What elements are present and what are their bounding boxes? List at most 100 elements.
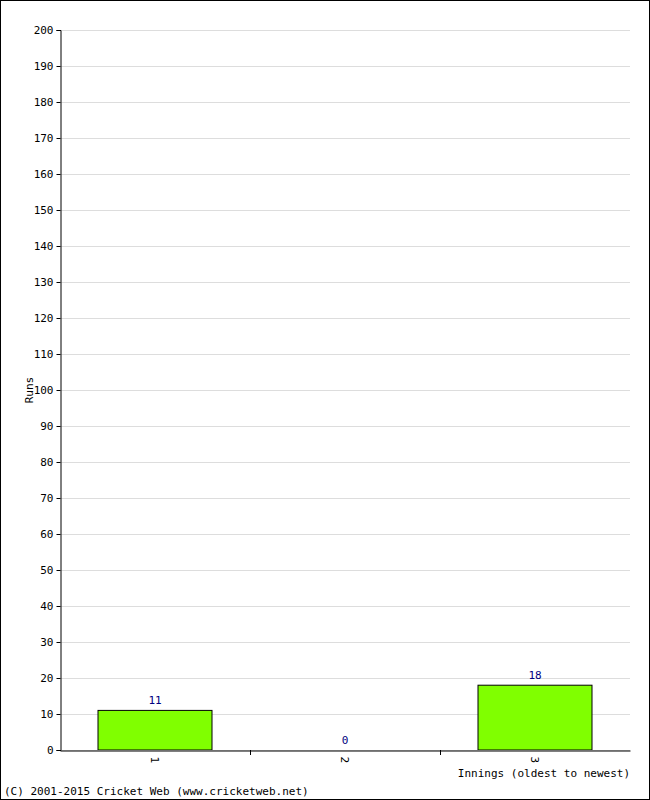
y-tick-label: 100 [34, 384, 54, 397]
y-tick-label: 130 [34, 276, 54, 289]
y-tick-mark [57, 390, 61, 391]
y-tick-mark [57, 174, 61, 175]
x-tick: 2 [338, 751, 351, 764]
y-tick: 40 [40, 600, 60, 613]
x-axis-line [61, 751, 631, 752]
grid-line [60, 390, 630, 391]
y-tick-label: 120 [34, 312, 54, 325]
bars [98, 685, 592, 750]
y-tick: 100 [34, 384, 61, 397]
bar [478, 685, 592, 750]
y-tick: 150 [34, 204, 61, 217]
grid-line [60, 102, 630, 103]
x-tick: 3 [528, 751, 541, 764]
y-tick-label: 150 [34, 204, 54, 217]
grid-line [60, 462, 630, 463]
y-tick-mark [57, 426, 61, 427]
y-tick: 160 [34, 168, 61, 181]
y-tick-mark [57, 498, 61, 499]
y-tick-mark [57, 462, 61, 463]
x-tick-label: 3 [528, 757, 541, 764]
x-separator [440, 750, 441, 755]
y-tick-mark [57, 246, 61, 247]
grid-line [60, 246, 630, 247]
y-tick-mark [57, 66, 61, 67]
y-tick-mark [57, 30, 61, 31]
y-tick-label: 10 [40, 708, 53, 721]
grid-line [60, 498, 630, 499]
data-label: 0 [342, 734, 349, 747]
copyright: (C) 2001-2015 Cricket Web (www.cricketwe… [4, 785, 309, 798]
y-axis: 0 10 20 30 40 50 60 70 80 90 100 110 120 130 140 150 160… [34, 24, 61, 757]
grid-line [60, 30, 630, 31]
grid-line [60, 282, 630, 283]
y-axis-line [57, 31, 62, 751]
y-tick-label: 50 [40, 564, 53, 577]
y-tick: 90 [40, 420, 60, 433]
y-tick: 180 [34, 96, 61, 109]
y-tick-label: 30 [40, 636, 53, 649]
y-tick-label: 0 [47, 744, 54, 757]
chart: 0102030405060708090100110120130140150160… [0, 0, 650, 800]
grid-line [60, 570, 630, 571]
y-tick: 140 [34, 240, 61, 253]
y-tick-label: 80 [40, 456, 53, 469]
data-label: 11 [148, 694, 161, 707]
data-labels: 11 0 18 [148, 669, 541, 747]
grid-line [60, 750, 630, 751]
y-tick-label: 110 [34, 348, 54, 361]
y-tick-label: 200 [34, 24, 54, 37]
grid-line [60, 138, 630, 139]
bar [98, 710, 212, 750]
y-tick-mark [57, 642, 61, 643]
grid-line [60, 426, 630, 427]
grid-line [60, 210, 630, 211]
y-tick-label: 180 [34, 96, 54, 109]
y-tick-mark [57, 750, 61, 751]
y-tick-mark [57, 102, 61, 103]
grid-line [60, 534, 630, 535]
x-separators [251, 750, 441, 755]
bar [288, 750, 402, 751]
y-tick-mark [57, 210, 61, 211]
y-tick: 110 [34, 348, 61, 361]
y-tick: 20 [40, 672, 60, 685]
y-tick: 30 [40, 636, 60, 649]
y-tick: 70 [40, 492, 60, 505]
x-tick-label: 1 [148, 757, 161, 764]
grid [60, 31, 630, 751]
y-tick: 200 [34, 24, 61, 37]
y-tick-label: 70 [40, 492, 53, 505]
y-tick: 80 [40, 456, 60, 469]
y-tick-mark [57, 678, 61, 679]
x-tick-label: 2 [338, 757, 351, 764]
y-tick-mark [57, 534, 61, 535]
y-tick: 50 [40, 564, 60, 577]
y-tick: 130 [34, 276, 61, 289]
y-tick-label: 160 [34, 168, 54, 181]
frame [1, 1, 650, 800]
x-axis-title: Innings (oldest to newest) [458, 767, 630, 780]
y-tick: 0 [47, 744, 61, 757]
y-tick-mark [57, 138, 61, 139]
data-label: 18 [528, 669, 541, 682]
y-tick: 170 [34, 132, 61, 145]
grid-line [60, 354, 630, 355]
y-tick: 60 [40, 528, 60, 541]
y-tick-mark [57, 714, 61, 715]
y-tick-mark [57, 354, 61, 355]
y-tick-label: 190 [34, 60, 54, 73]
y-tick: 120 [34, 312, 61, 325]
grid-line [60, 606, 630, 607]
x-axis: 1 2 3 [61, 751, 631, 764]
y-tick-mark [57, 282, 61, 283]
y-axis-title: Runs [23, 377, 36, 404]
y-tick-label: 90 [40, 420, 53, 433]
x-separator [250, 750, 251, 755]
y-tick-label: 170 [34, 132, 54, 145]
y-tick-mark [57, 318, 61, 319]
y-tick-mark [57, 570, 61, 571]
grid-line [60, 318, 630, 319]
y-tick: 10 [40, 708, 60, 721]
y-tick-label: 40 [40, 600, 53, 613]
